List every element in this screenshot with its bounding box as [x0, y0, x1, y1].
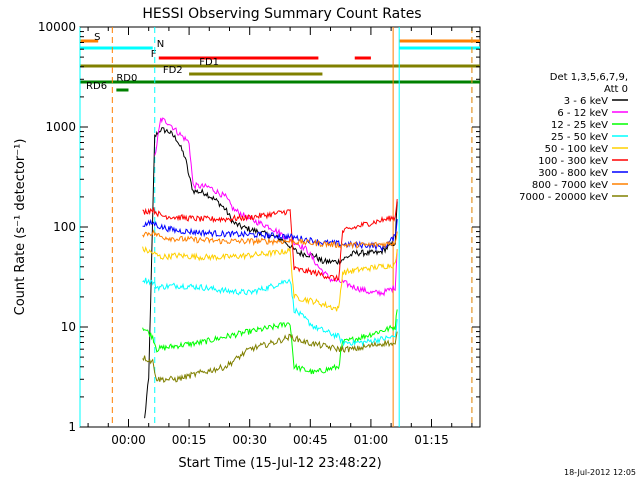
- x-tick-label: 01:15: [414, 433, 449, 447]
- plot-frame: [79, 26, 481, 428]
- series-line-7: [142, 229, 398, 250]
- legend-entry-label: 7000 - 20000 keV: [519, 192, 608, 203]
- series-line-8: [142, 331, 398, 383]
- y-tick-label: 10000: [38, 20, 76, 34]
- flag-bars: S NF FD1 FD2 RD0 RD6: [80, 32, 480, 92]
- legend-entry-label: 100 - 300 keV: [538, 156, 608, 167]
- y-tick-label: 100: [53, 220, 76, 234]
- flag-label-fd2: FD2: [163, 65, 183, 76]
- x-tick-label: 00:00: [111, 433, 146, 447]
- legend-entry-label: 800 - 7000 keV: [532, 180, 608, 191]
- legend-entry-label: 12 - 25 keV: [551, 120, 608, 131]
- legend-entry-label: 25 - 50 keV: [551, 132, 608, 143]
- vertical-markers: [79, 27, 473, 427]
- y-tick-label: 1000: [45, 120, 76, 134]
- series-line-3: [142, 277, 398, 347]
- series-lines: [142, 117, 398, 419]
- legend-title-line: Att 0: [604, 84, 628, 95]
- axes: 1 10 100 1000 10000 00:00 00:15 00:30 00:45 01:00…: [38, 20, 480, 447]
- series-line-4: [142, 245, 398, 312]
- series-line-0: [144, 127, 398, 419]
- legend-entry-label: 6 - 12 keV: [557, 108, 608, 119]
- legend-title-line: Det 1,3,5,6,7,9,: [550, 72, 628, 83]
- x-tick-label: 00:15: [172, 433, 207, 447]
- x-tick-label: 01:00: [354, 433, 389, 447]
- flag-label-n: N: [157, 39, 164, 50]
- x-axis-label: Start Time (15-Jul-12 23:48:22): [178, 456, 381, 471]
- legend-entry-label: 50 - 100 keV: [545, 144, 609, 155]
- chart-title: HESSI Observing Summary Count Rates: [142, 6, 421, 22]
- date-stamp: 18-Jul-2012 12:05: [564, 468, 636, 477]
- flag-label-s: S: [94, 32, 100, 43]
- y-axis-label: Count Rate (s⁻¹ detector⁻¹): [13, 139, 28, 316]
- series-line-6: [142, 218, 398, 252]
- x-tick-label: 00:30: [232, 433, 267, 447]
- series-line-5: [142, 199, 398, 282]
- y-tick-label: 10: [61, 320, 76, 334]
- flag-label-f: F: [151, 49, 157, 60]
- flag-label-fd1: FD1: [199, 57, 219, 68]
- y-tick-label: 1: [68, 420, 76, 434]
- series-line-1: [154, 117, 398, 297]
- legend-entry-label: 300 - 800 keV: [538, 168, 608, 179]
- flag-label-rd6: RD6: [86, 81, 107, 92]
- flag-label-rd0: RD0: [116, 73, 137, 84]
- x-tick-label: 00:45: [293, 433, 328, 447]
- legend-entry-label: 3 - 6 keV: [564, 96, 608, 107]
